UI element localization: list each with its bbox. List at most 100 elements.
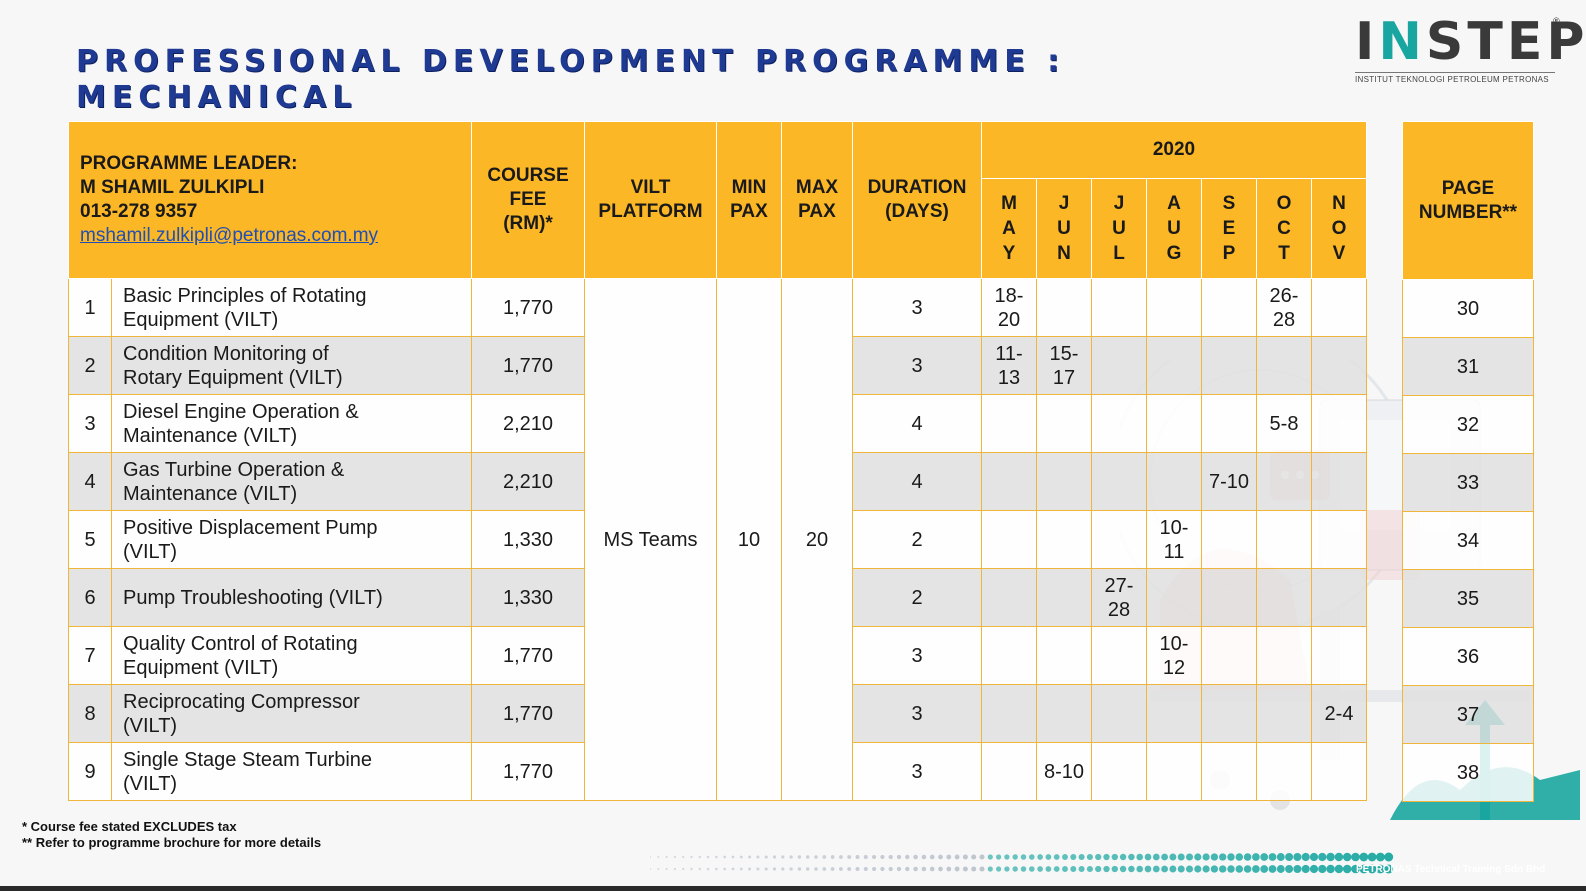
schedule-cell [1201, 626, 1257, 685]
course-number: 9 [68, 742, 112, 801]
decor-dot [814, 867, 818, 871]
decor-dot [731, 867, 735, 871]
schedule-cell [981, 510, 1037, 569]
course-name: Quality Control of Rotating Equipment (VI… [111, 626, 472, 685]
decor-dot [1169, 853, 1177, 861]
decor-dot [814, 855, 818, 859]
page-number: 30 [1402, 279, 1534, 338]
decor-dot [905, 866, 910, 872]
page-row: 30 [1402, 279, 1534, 338]
course-fee: 1,330 [471, 510, 585, 569]
page-number: 32 [1402, 395, 1534, 454]
course-number: 6 [68, 568, 112, 627]
decor-dot [1252, 853, 1260, 861]
decor-dot [690, 855, 693, 859]
schedule-cell: 18- 20 [981, 278, 1037, 337]
duration-days: 3 [852, 626, 982, 685]
schedule-cell [1311, 626, 1367, 685]
schedule-cell [1201, 278, 1257, 337]
decor-dot [1029, 866, 1035, 872]
decor-dot [797, 867, 802, 871]
course-fee: 1,770 [471, 336, 585, 395]
decor-dot [1318, 864, 1327, 874]
schedule-cell [1201, 742, 1257, 801]
course-table: PROGRAMME LEADER: M SHAMIL ZULKIPLI 013-… [68, 121, 1367, 801]
decor-dot [657, 855, 660, 859]
schedule-cell [1146, 742, 1202, 801]
decor-dot [954, 854, 960, 860]
schedule-cell [1091, 684, 1147, 743]
decor-dot [1045, 866, 1052, 872]
decor-dot [690, 867, 693, 871]
course-number: 5 [68, 510, 112, 569]
decor-dot [1020, 854, 1027, 860]
logo-subtitle: INSTITUT TEKNOLOGI PETROLEUM PETRONAS [1355, 72, 1555, 84]
decor-dot [962, 866, 968, 872]
course-number: 4 [68, 452, 112, 511]
decor-dot [971, 854, 977, 860]
decor-dot [872, 866, 877, 872]
decor-dot [1351, 852, 1360, 862]
course-fee: 1,770 [471, 278, 585, 337]
table-row: 1 Basic Principles of Rotating Equipment (… [68, 278, 1367, 801]
year-header: 2020 [981, 121, 1367, 179]
course-name: Positive Displacement Pump (VILT) [111, 510, 472, 569]
decor-dot [839, 867, 843, 871]
decor-dot [880, 854, 885, 860]
duration-days: 2 [852, 568, 982, 627]
decor-dot [987, 854, 993, 860]
decor-dot [1219, 853, 1227, 861]
schedule-cell [1036, 452, 1092, 511]
decor-dot [1128, 865, 1135, 873]
decor-dot [1309, 852, 1319, 862]
leader-email-link[interactable]: mshamil.zulkipli@petronas.com.my [80, 225, 379, 246]
course-name: Gas Turbine Operation & Maintenance (VILT… [111, 452, 472, 511]
schedule-cell [1201, 510, 1257, 569]
decor-dot [995, 854, 1002, 860]
course-fee: 1,770 [471, 626, 585, 685]
course-name: Pump Troubleshooting (VILT) [111, 568, 472, 627]
decor-dot [1004, 866, 1010, 872]
decor-dot [847, 867, 852, 871]
decor-dot [673, 867, 677, 871]
max-pax-cell: 20 [781, 278, 853, 801]
schedule-cell [1091, 742, 1147, 801]
decor-dot [863, 854, 868, 860]
schedule-cell [1146, 336, 1202, 395]
decor-dot [1276, 853, 1285, 861]
decor-dot [822, 855, 827, 859]
duration-days: 2 [852, 510, 982, 569]
decor-dot [805, 867, 810, 871]
schedule-cell: 2-4 [1311, 684, 1367, 743]
decor-dot [1086, 865, 1093, 873]
decor-dot [1243, 865, 1252, 873]
decor-dot [715, 855, 718, 859]
decor-dot [1375, 852, 1385, 862]
schedule-cell [1256, 626, 1312, 685]
duration-days: 3 [852, 278, 982, 337]
decor-dot [731, 855, 735, 859]
decor-dot [1260, 865, 1269, 873]
decor-dot [1161, 853, 1169, 861]
decor-dot [830, 867, 835, 871]
decor-dot [929, 866, 935, 872]
title-line-2: MECHANICAL [76, 80, 358, 115]
decor-dot [756, 867, 760, 871]
decor-dot [1326, 864, 1335, 874]
vilt-platform-header: VILT PLATFORM [584, 121, 717, 279]
decor-dot [971, 866, 977, 872]
decor-dot [1103, 853, 1110, 861]
decor-dot [913, 854, 918, 860]
decor-dot [682, 867, 685, 871]
page-row: 33 [1402, 453, 1534, 512]
decor-dot [1293, 864, 1302, 874]
schedule-cell [1091, 278, 1147, 337]
schedule-cell [1311, 278, 1367, 337]
decor-dot [781, 855, 785, 859]
decor-dot [772, 855, 777, 859]
decor-dot [1078, 865, 1085, 873]
schedule-cell [1091, 510, 1147, 569]
decor-dot [979, 854, 985, 860]
decor-dot [987, 866, 993, 872]
decor-dot [1285, 853, 1294, 861]
